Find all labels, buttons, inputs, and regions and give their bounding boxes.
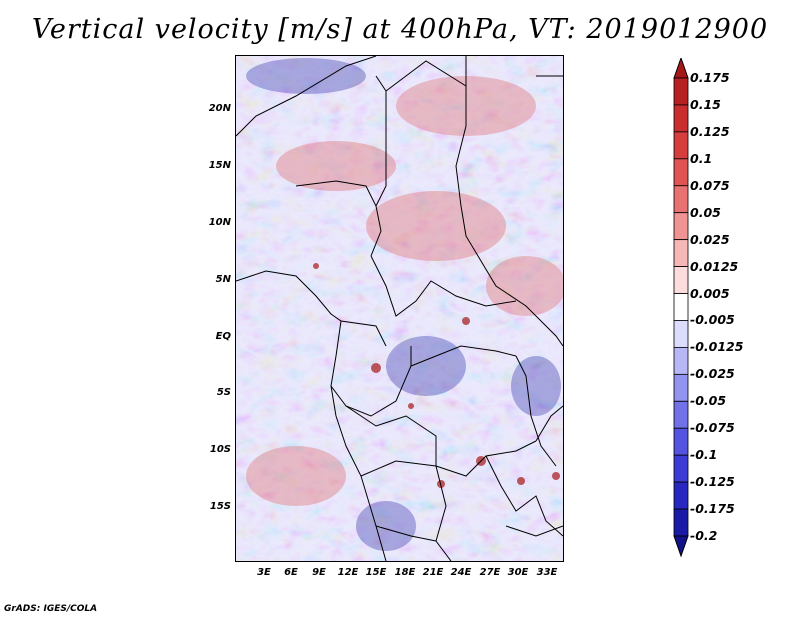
field-tint [236, 56, 563, 561]
colorbar-band [673, 158, 689, 187]
lon-tick-label: 6E [284, 567, 298, 578]
colorbar-tick-label: -0.2 [690, 528, 718, 543]
colorbar-band [673, 347, 689, 375]
chart-title: Vertical velocity [m/s] at 400hPa, VT: 2… [31, 14, 769, 45]
descent-patches [246, 58, 561, 551]
colorbar-band [673, 400, 689, 429]
colorbar-band [673, 373, 689, 402]
lat-tick-label: 10N [208, 217, 231, 228]
colorbar-tick-label: 0.005 [690, 285, 730, 301]
colorbar [673, 58, 689, 558]
colorbar-tick-label: 0.0125 [690, 258, 739, 274]
colorbar-tick-label: -0.175 [690, 501, 735, 517]
lon-tick-label: 12E [337, 567, 359, 578]
lon-tick-label: 30E [507, 567, 529, 578]
colorbar-band [673, 427, 689, 456]
colorbar-band [673, 508, 689, 537]
lat-tick-label: 10S [209, 444, 231, 455]
lon-tick-label: 21E [422, 567, 444, 578]
colorbar-band [673, 239, 689, 267]
colorbar-band [673, 266, 689, 294]
lat-tick-label: 5N [215, 274, 231, 285]
lon-tick-label: 27E [479, 567, 501, 578]
country-borders [236, 56, 563, 561]
colorbar-tick-label: -0.005 [690, 312, 735, 328]
lon-tick-label: 15E [365, 567, 387, 578]
colorbar-band [673, 104, 689, 133]
lon-tick-label: 18E [394, 567, 416, 578]
lon-tick-label: 24E [450, 567, 472, 578]
lon-tick-label: 33E [536, 567, 558, 578]
colorbar-band [673, 454, 689, 483]
vertical-velocity-field [236, 56, 563, 561]
colorbar-band [673, 185, 689, 214]
colorbar-band [673, 131, 689, 160]
colorbar-tick-label: 0.175 [690, 70, 730, 85]
colorbar-band [673, 77, 689, 106]
colorbar-tick-label: 0.025 [690, 231, 730, 247]
colorbar-top-arrow [673, 58, 689, 79]
lon-tick-label: 9E [312, 567, 326, 578]
colorbar-tick-label: 0.1 [690, 150, 713, 166]
colorbar-band [673, 320, 689, 348]
lon-tick-label: 3E [257, 567, 271, 578]
colorbar-bottom-arrow [673, 535, 689, 558]
colorbar-tick-label: 0.075 [690, 177, 730, 193]
colorbar-tick-label: 0.15 [690, 96, 721, 112]
colorbar-tick-label: -0.025 [690, 366, 735, 382]
lat-tick-label: 15S [209, 501, 231, 512]
lat-tick-label: 15N [208, 160, 231, 171]
colorbar-tick-label: -0.075 [690, 420, 735, 436]
colorbar-tick-label: -0.0125 [690, 339, 744, 355]
lat-tick-label: EQ [215, 331, 231, 342]
lat-tick-label: 20N [208, 103, 231, 114]
colorbar-tick-label: 0.05 [690, 204, 721, 220]
colorbar-band [673, 481, 689, 510]
colorbar-tick-label: -0.1 [690, 447, 718, 463]
colorbar-band [673, 212, 689, 241]
colorbar-tick-label: 0.125 [690, 123, 730, 139]
map-panel [235, 55, 564, 562]
colorbar-tick-label: -0.125 [690, 474, 735, 490]
field-texture [236, 56, 563, 561]
lat-tick-label: 5S [216, 387, 231, 398]
colorbar-band [673, 293, 689, 321]
footer-credit: GrADS: IGES/COLA [4, 604, 98, 614]
colorbar-tick-label: -0.05 [690, 393, 727, 409]
